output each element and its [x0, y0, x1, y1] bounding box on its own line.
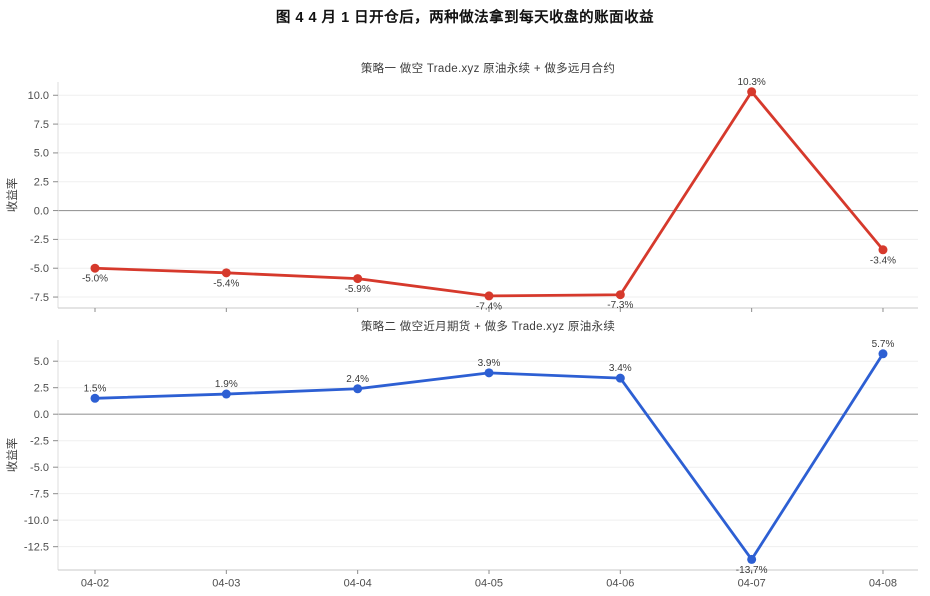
data-point-label: -7.4% — [476, 301, 502, 312]
x-tick-label: 04-07 — [738, 578, 766, 590]
data-point-label: -5.4% — [213, 278, 239, 289]
data-point-label: 10.3% — [737, 77, 765, 88]
figure-title: 图 4 4 月 1 日开仓后，两种做法拿到每天收盘的账面收益 — [275, 10, 655, 26]
data-point-label: 3.9% — [478, 358, 501, 369]
data-point-label: 5.7% — [872, 339, 895, 350]
y-tick-label: -2.5 — [30, 234, 49, 246]
x-tick-label: 04-04 — [344, 578, 372, 590]
chart-2-group: 5.0 2.5 0.0 -2.5 -5.0 -7.5 -10.0 -12.5 04-02 04-0… — [5, 339, 918, 590]
data-point — [221, 268, 231, 278]
data-point-label: -13.7% — [736, 565, 768, 576]
chart-1-group: 10.0 7.5 5.0 2.5 0.0 -2.5 -5.0 -7.5 收益率 -5.0% -5.4… — [5, 77, 918, 312]
data-point-label: 1.9% — [215, 379, 238, 390]
x-tick-label: 04-02 — [81, 578, 109, 590]
y-axis-label: 收益率 — [5, 438, 19, 473]
data-point — [90, 263, 100, 273]
x-tick-label: 04-05 — [475, 578, 503, 590]
y-tick-label: 5.0 — [34, 356, 49, 368]
data-point — [484, 291, 494, 301]
chart2-title: 策略二 做空近月期货 + 做多 Trade.xyz 原油永续 — [360, 321, 616, 333]
series-line — [93, 352, 885, 561]
chart1-title: 策略一 做空 Trade.xyz 原油永续 + 做多远月合约 — [360, 63, 616, 75]
data-point — [747, 554, 757, 564]
series-line — [93, 90, 885, 298]
data-point-label: -3.4% — [870, 255, 896, 266]
data-point-label: 2.4% — [346, 374, 369, 385]
data-point-label: -5.9% — [345, 284, 371, 295]
y-tick-label: 2.5 — [34, 382, 49, 394]
x-tick-label: 04-03 — [212, 578, 240, 590]
data-point-label: 1.5% — [84, 383, 107, 394]
y-tick-label: 7.5 — [34, 119, 49, 131]
y-tick-label: 0.0 — [34, 409, 49, 421]
data-point — [615, 373, 625, 383]
y-axis-label: 收益率 — [5, 178, 19, 213]
y-tick-label: -2.5 — [30, 435, 49, 447]
data-point — [878, 245, 888, 255]
y-tick-label: -7.5 — [30, 488, 49, 500]
y-tick-label: -5.0 — [30, 462, 49, 474]
x-tick-label: 04-06 — [606, 578, 634, 590]
data-point — [90, 393, 100, 403]
data-point — [878, 349, 888, 359]
data-point-label: -7.3% — [607, 300, 633, 311]
data-point — [353, 384, 363, 394]
data-point — [221, 389, 231, 399]
x-tick-label: 04-08 — [869, 578, 897, 590]
y-tick-label: -12.5 — [24, 541, 49, 553]
y-tick-label: -10.0 — [24, 515, 49, 527]
data-point — [615, 290, 625, 300]
y-tick-label: 0.0 — [34, 205, 49, 217]
data-point — [747, 87, 757, 97]
data-point — [484, 368, 494, 378]
data-point-label: 3.4% — [609, 363, 632, 374]
data-point — [353, 274, 363, 284]
data-point-label: -5.0% — [82, 274, 108, 285]
y-tick-label: 2.5 — [34, 177, 49, 189]
y-tick-label: -5.0 — [30, 263, 49, 275]
y-tick-label: -7.5 — [30, 292, 49, 304]
y-tick-label: 5.0 — [34, 148, 49, 160]
y-tick-label: 10.0 — [28, 90, 49, 102]
